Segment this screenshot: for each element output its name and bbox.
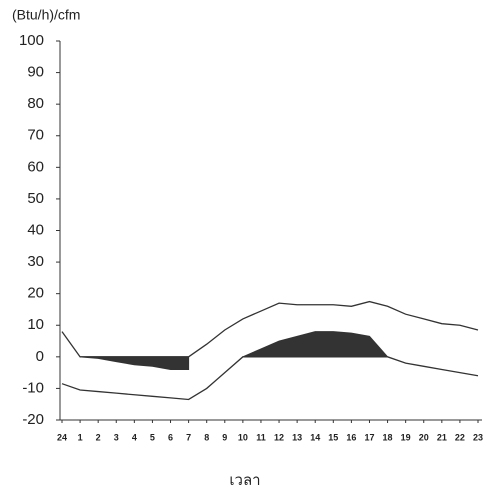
x-tick-label: 22: [455, 432, 465, 442]
x-tick-label: 10: [238, 432, 248, 442]
y-tick-label: 40: [27, 221, 44, 238]
x-tick-label: 14: [310, 432, 320, 442]
x-axis-label: เวลา: [229, 472, 260, 489]
x-tick-label: 20: [419, 432, 429, 442]
x-tick-label: 3: [114, 432, 119, 442]
y-tick-label: 60: [27, 158, 44, 175]
x-tick-label: 19: [401, 432, 411, 442]
x-tick-label: 8: [204, 432, 209, 442]
y-tick-label: 20: [27, 285, 44, 302]
x-tick-label: 15: [328, 432, 338, 442]
y-tick-label: -20: [22, 411, 44, 428]
x-tick-label: 5: [150, 432, 155, 442]
y-tick-label: 70: [27, 127, 44, 144]
x-tick-label: 21: [437, 432, 447, 442]
x-tick-label: 7: [186, 432, 191, 442]
y-tick-label: 0: [36, 348, 44, 365]
x-tick-label: 18: [383, 432, 393, 442]
x-tick-label: 13: [292, 432, 302, 442]
x-tick-label: 4: [132, 432, 137, 442]
x-tick-label: 6: [168, 432, 173, 442]
y-tick-label: 30: [27, 253, 44, 270]
x-tick-label: 16: [346, 432, 356, 442]
shaded-area: [80, 356, 190, 370]
y-tick-label: 100: [19, 32, 44, 49]
x-tick-label: 2: [96, 432, 101, 442]
y-tick-label: 10: [27, 316, 44, 333]
x-tick-label: 11: [256, 432, 266, 442]
x-tick-label: 23: [473, 432, 483, 442]
y-tick-label: 80: [27, 95, 44, 112]
y-axis-label: (Btu/h)/cfm: [12, 7, 80, 23]
x-tick-label: 9: [222, 432, 227, 442]
y-tick-label: 50: [27, 190, 44, 207]
x-tick-label: 17: [364, 432, 374, 442]
x-tick-label: 12: [274, 432, 284, 442]
y-tick-label: 90: [27, 64, 44, 81]
x-tick-label: 24: [57, 432, 67, 442]
y-tick-label: -10: [22, 379, 44, 396]
x-tick-label: 1: [78, 432, 83, 442]
shaded-area: [242, 331, 389, 358]
